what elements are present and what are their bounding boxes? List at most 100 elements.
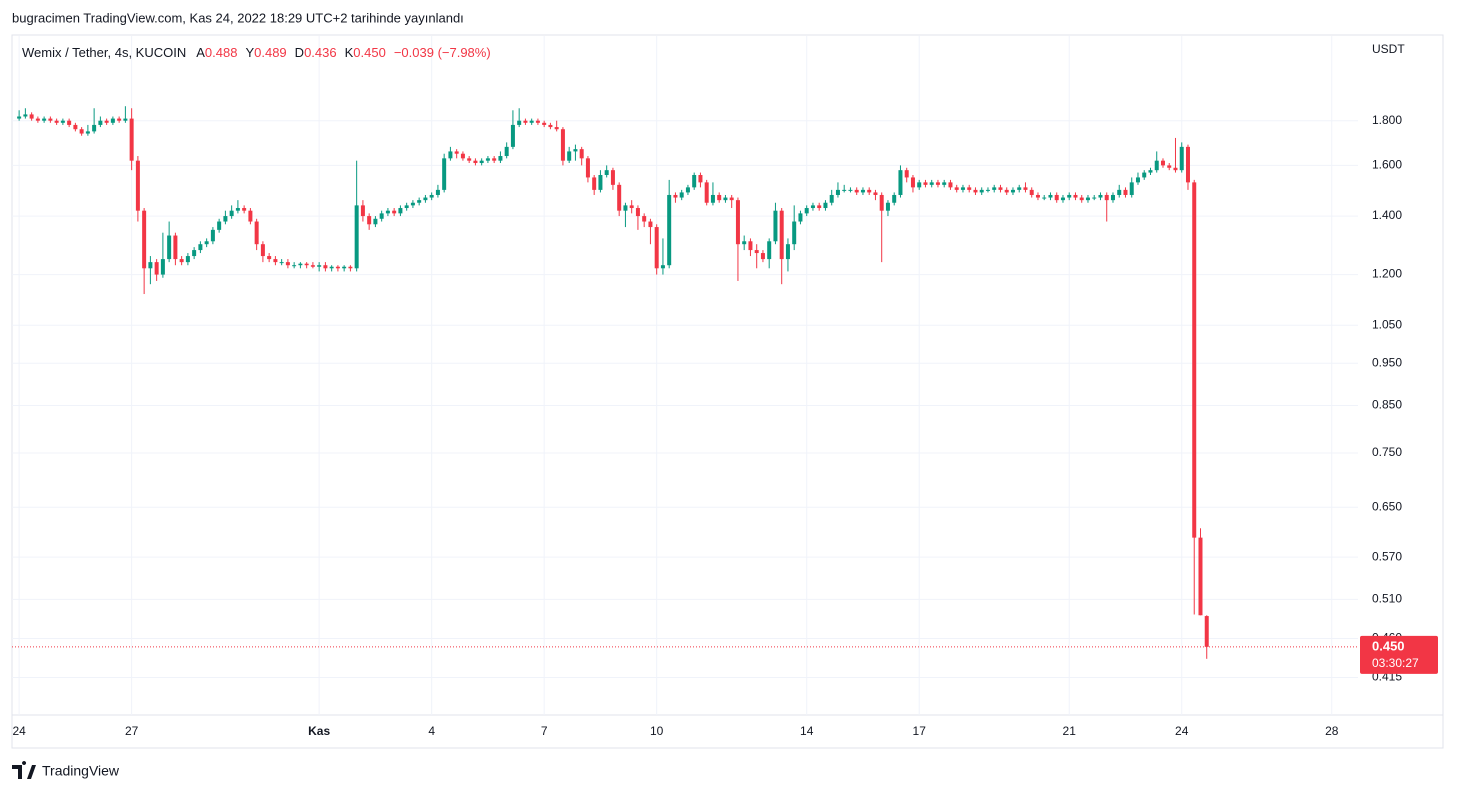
candle-body — [748, 241, 753, 251]
candle-body — [1192, 182, 1197, 538]
candle-body — [517, 120, 522, 125]
grid — [12, 36, 1358, 715]
candle-body — [135, 160, 140, 211]
candle-body — [92, 124, 97, 132]
candle-body — [23, 114, 28, 117]
candle-body — [385, 210, 390, 214]
candle-body — [485, 158, 490, 161]
x-tick-label: 17 — [913, 724, 927, 738]
price-tag — [1360, 635, 1438, 674]
candle-body — [148, 262, 153, 269]
candle-body — [510, 124, 515, 147]
candle-body — [367, 216, 372, 225]
candle-body — [1204, 616, 1209, 647]
candle-body — [567, 151, 572, 161]
candle-body — [867, 189, 872, 193]
x-tick-label: 10 — [650, 724, 664, 738]
candle-body — [229, 210, 234, 217]
tradingview-logo — [12, 761, 36, 779]
candle-body — [60, 120, 65, 123]
candle-body — [848, 189, 853, 191]
candle-body — [354, 205, 359, 269]
candle-body — [729, 197, 734, 201]
candle-body — [1148, 170, 1153, 173]
candle-body — [929, 182, 934, 185]
x-tick-label: 14 — [800, 724, 814, 738]
candle-body — [1135, 177, 1140, 183]
candle-body — [779, 210, 784, 260]
y-tick-label: 0.650 — [1372, 499, 1402, 513]
candle-body — [1110, 194, 1115, 201]
y-tick-label: 1.800 — [1372, 113, 1402, 127]
y-tick-label: 0.850 — [1372, 398, 1402, 412]
y-tick-label: 1.200 — [1372, 267, 1402, 281]
candle-body — [129, 118, 134, 161]
candle-body — [979, 189, 984, 193]
candle-body — [454, 151, 459, 154]
candle-body — [204, 241, 209, 245]
candle-body — [104, 120, 109, 123]
candle-body — [192, 250, 197, 257]
candle-body — [223, 216, 228, 222]
candle-body — [267, 256, 272, 260]
candle-body — [73, 124, 78, 130]
candle-body — [679, 192, 684, 198]
candle-body — [879, 194, 884, 211]
candle-body — [123, 118, 128, 121]
candle-body — [542, 122, 547, 125]
candle-body — [710, 194, 715, 203]
candle-body — [629, 205, 634, 209]
candle-body — [698, 174, 703, 183]
ohlc-key: A — [196, 45, 205, 60]
candle-body — [792, 221, 797, 245]
candle-body — [829, 194, 834, 203]
y-tick-label: 0.510 — [1372, 591, 1402, 605]
candle-body — [754, 250, 759, 254]
y-tick-label: 1.600 — [1372, 158, 1402, 172]
candle-body — [210, 229, 215, 242]
published-note: bugracimen TradingView.com, Kas 24, 2022… — [12, 10, 464, 25]
candle-body — [1154, 160, 1159, 171]
candle-body — [79, 129, 84, 134]
candle-body — [873, 192, 878, 195]
x-tick-label: 24 — [1175, 724, 1189, 738]
candle-body — [54, 120, 59, 123]
candle-body — [42, 118, 47, 121]
candle-body — [323, 265, 328, 269]
candle-body — [442, 158, 447, 190]
candle-body — [742, 241, 747, 245]
candle-body — [904, 170, 909, 178]
candle-body — [704, 182, 709, 203]
candle-body — [185, 256, 190, 263]
candle-body — [960, 187, 965, 190]
candle-body — [279, 262, 284, 264]
candle-body — [429, 194, 434, 198]
candle-body — [1104, 194, 1109, 201]
candle-body — [1173, 167, 1178, 171]
candle-body — [1035, 194, 1040, 198]
candle-body — [48, 118, 53, 121]
candle-body — [29, 114, 34, 119]
candle-body — [910, 177, 915, 188]
candle-body — [1042, 197, 1047, 199]
symbol: Wemix / Tether, 4s, KUCOIN — [22, 45, 186, 60]
candle-body — [317, 265, 322, 267]
candle-body — [504, 146, 509, 157]
chart-frame — [11, 34, 1444, 749]
candle-body — [473, 160, 478, 164]
candle-body — [1029, 189, 1034, 195]
candle-body — [992, 187, 997, 190]
candle-body — [98, 120, 103, 125]
candle-body — [592, 177, 597, 190]
candle-body — [1160, 160, 1165, 166]
candle-body — [760, 253, 765, 260]
candle-body — [604, 170, 609, 175]
candle-body — [723, 197, 728, 201]
candle-body — [1179, 146, 1184, 171]
candle-body — [635, 208, 640, 217]
candle-body — [810, 205, 815, 209]
y-tick-label: 1.050 — [1372, 317, 1402, 331]
y-tick-label: 0.570 — [1372, 549, 1402, 563]
candle-body — [885, 202, 890, 211]
